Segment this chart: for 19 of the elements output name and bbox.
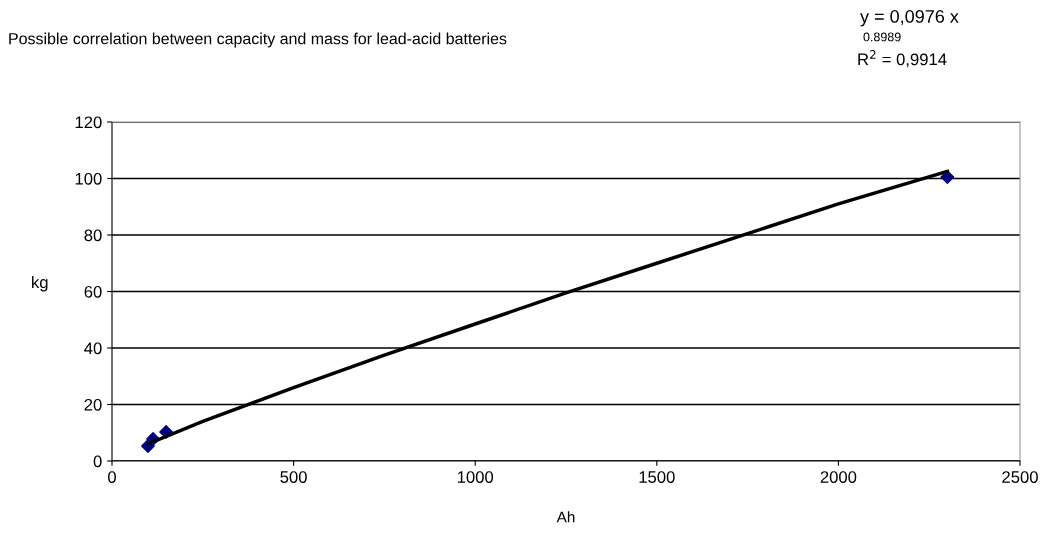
x-tick-label: 1500 <box>639 471 675 483</box>
chart-title: Possible correlation between capacity and mass for lead-acid batteries <box>9 32 507 48</box>
y-tick-label: 100 <box>75 172 102 185</box>
y-tick-label: 20 <box>84 398 102 411</box>
x-tick-label: 2500 <box>1002 471 1038 483</box>
x-axis-title: Ah <box>556 511 575 523</box>
y-tick-label: 0 <box>93 455 102 468</box>
x-tick-label: 2000 <box>820 471 857 483</box>
text: y = 0,0976 x <box>860 10 959 27</box>
y-tick-label: 40 <box>84 342 102 355</box>
y-tick-label: 120 <box>75 116 102 129</box>
y-axis-title: kg <box>32 275 48 292</box>
y-tick-label: 80 <box>84 229 102 242</box>
y-tick-label: 60 <box>84 285 102 298</box>
text: R$^{2}$ = 0,9914 <box>858 50 947 68</box>
text: 0.8989 <box>863 32 901 42</box>
x-tick-label: 0 <box>108 471 116 483</box>
x-tick-label: 1000 <box>457 471 494 483</box>
x-tick-label: 500 <box>280 471 307 483</box>
